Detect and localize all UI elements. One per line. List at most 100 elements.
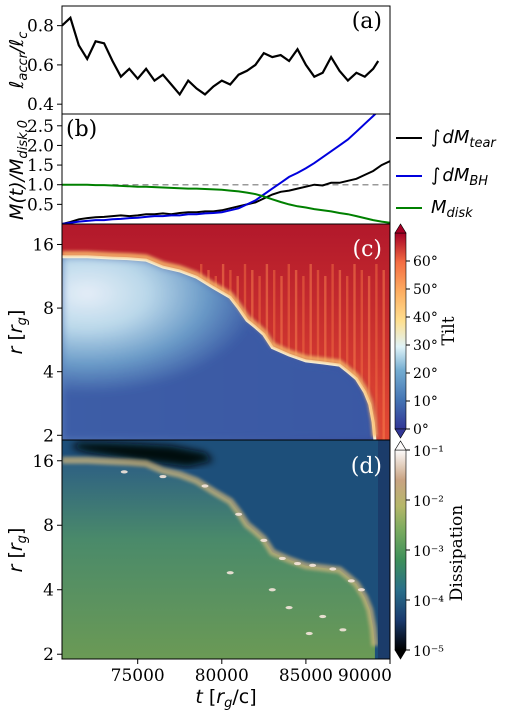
- dissipation-colorbar: 10⁻⁵ 10⁻⁴ 10⁻³ 10⁻² 10⁻¹ Dissipation: [394, 440, 467, 660]
- tilt-colorbar-label: Tilt: [439, 316, 459, 345]
- tilt-colorbar-tick-label: 50°: [413, 282, 438, 298]
- tilt-colorbar-tick-label: 20°: [413, 366, 438, 382]
- dissipation-colorbar-tick-label: 10⁻⁴: [413, 594, 444, 610]
- dissipation-hot-spot: [309, 563, 317, 567]
- panel-d-y-tick-label: 8: [43, 516, 54, 536]
- panel-b-y-tick-label: 2.5: [27, 117, 54, 137]
- accretion-ratio-line: [62, 15, 380, 97]
- panel-d-y-tick-label: 16: [32, 452, 54, 472]
- tilt-colorbar-max-arrow: [394, 223, 407, 234]
- tear-mass-line: [62, 160, 390, 224]
- tilt-colorbar-body: [394, 232, 407, 430]
- dissipation-colorbar-min-arrow: [394, 649, 407, 660]
- dissipation-colorbar-label: Dissipation: [447, 505, 467, 601]
- panel-b-y-ticks: 0.51.01.52.02.5: [27, 117, 62, 215]
- dissipation-hot-spot: [226, 571, 234, 575]
- dissipation-hot-spot: [260, 538, 268, 542]
- dissipation-hot-spot: [305, 631, 313, 636]
- dissipation-hot-spot: [329, 567, 337, 571]
- panel-a-y-label: ℓaccr/ℓc: [6, 32, 31, 90]
- panel-b-y-tick-label: 2.0: [27, 136, 54, 156]
- dissipation-colorbar-tick-label: 10⁻³: [413, 544, 444, 560]
- panel-d-y-tick-label: 4: [43, 581, 54, 601]
- panel-b-y-label: M(t)/Mdisk,0: [6, 120, 31, 220]
- dissipation-hot-spot: [201, 484, 209, 488]
- dissipation-colorbar-tick-label: 10⁻²: [413, 494, 444, 510]
- dissipation-hot-spot: [319, 614, 327, 619]
- tilt-streak: [353, 264, 356, 434]
- dissipation-dark-patch: [70, 442, 214, 467]
- tilt-streak: [287, 264, 290, 434]
- x-tick-label: 85000: [279, 666, 333, 686]
- tilt-streak: [346, 276, 349, 440]
- dissipation-boundary-band: [62, 456, 379, 647]
- tilt-streak: [360, 270, 363, 440]
- panel-c-y-tick-label: 8: [43, 299, 54, 319]
- tilt-heatmap: [62, 224, 390, 440]
- x-axis-label: t [rg/c]: [195, 686, 256, 711]
- tilt-inner-glow: [62, 256, 375, 440]
- dissipation-hot-spot: [357, 588, 365, 592]
- panel-a-y-tick-label: 0.8: [27, 17, 54, 37]
- panel-c-y-tick-label: 2: [43, 426, 54, 446]
- panel-d-label: (d): [351, 454, 382, 479]
- tilt-colorbar-tick-label: 30°: [413, 338, 438, 354]
- bh-mass-line: [62, 114, 377, 224]
- panel-d: (d) 2 4 8 16 75000 80000 85000 90000 r [rg] t …: [5, 439, 392, 711]
- panel-a-y-tick-label: 0.4: [27, 95, 54, 115]
- tilt-colorbar-tick-label: 10°: [413, 394, 438, 410]
- panel-c: (c) 2 4 8 16 r [rg]: [5, 223, 391, 446]
- tilt-colorbar-ticks: 0° 10° 20° 30° 40° 50° 60°: [406, 254, 438, 438]
- panel-c-y-tick-label: 4: [43, 363, 54, 383]
- dissipation-colorbar-body: [394, 449, 407, 651]
- panel-a-y-ticks: 0.4 0.6 0.8: [27, 17, 62, 115]
- dissipation-hot-spot: [339, 628, 347, 632]
- tilt-streak: [309, 264, 312, 434]
- dissipation-hot-spot: [285, 606, 293, 610]
- disk-mass-line: [62, 183, 390, 224]
- dissipation-hot-spot: [347, 579, 355, 583]
- panel-b-background: [62, 114, 390, 224]
- legend-bh-label: ∫ dMBH: [431, 165, 488, 189]
- tilt-streak: [367, 276, 371, 440]
- panel-a-label: (a): [352, 9, 382, 34]
- dissipation-heatmap: [62, 440, 390, 659]
- dissipation-colorbar-tick-label: 10⁻⁵: [413, 644, 444, 660]
- panel-b: (b) 0.51.01.52.02.5 M(t)/Mdisk,0: [6, 113, 391, 225]
- dissipation-hot-spot: [120, 470, 128, 474]
- tilt-streak: [382, 270, 385, 440]
- panel-d-y-label: r [rg]: [5, 528, 30, 573]
- tilt-colorbar-min-arrow: [394, 428, 407, 439]
- x-tick-label: 75000: [111, 666, 165, 686]
- panel-a-y-tick-label: 0.6: [27, 56, 54, 76]
- panel-c-y-tick-label: 16: [32, 235, 54, 255]
- dissipation-hot-spot: [159, 474, 167, 479]
- tilt-streak: [375, 264, 378, 434]
- dissipation-colorbar-ticks: 10⁻⁵ 10⁻⁴ 10⁻³ 10⁻² 10⁻¹: [406, 444, 444, 660]
- dissipation-hot-spot: [235, 512, 243, 516]
- panel-a-background: [62, 6, 390, 114]
- dissipation-colorbar-tick-label: 10⁻¹: [413, 444, 444, 460]
- panel-d-x-ticks: 75000 80000 85000 90000: [111, 659, 392, 686]
- panel-b-label: (b): [66, 117, 97, 142]
- dissipation-hot-spot: [268, 588, 276, 592]
- dissipation-hot-spot: [293, 561, 301, 566]
- tilt-colorbar: 0° 10° 20° 30° 40° 50° 60° Tilt: [394, 223, 459, 439]
- panel-d-frame: [61, 439, 391, 660]
- panel-b-y-tick-label: 1.5: [27, 156, 54, 176]
- tilt-streak: [316, 270, 320, 440]
- panel-d-y-tick-label: 2: [43, 645, 54, 665]
- panel-c-y-label: r [rg]: [5, 310, 30, 355]
- panel-b-y-tick-label: 0.5: [27, 195, 54, 215]
- tilt-colorbar-tick-label: 0°: [413, 422, 429, 438]
- dissipation-hot-spot: [278, 556, 286, 561]
- legend: ∫ dMtear ∫ dMBH Mdisk: [396, 127, 497, 221]
- panel-a: (a) 0.4 0.6 0.8 ℓaccr/ℓc: [6, 5, 391, 115]
- dissipation-late-time-strip: [378, 440, 390, 659]
- panel-c-y-ticks: 2 4 8 16: [32, 235, 62, 446]
- tilt-streak: [331, 264, 334, 434]
- legend-disk-label: Mdisk: [431, 197, 473, 221]
- x-tick-label: 80000: [195, 666, 249, 686]
- tilt-streak: [338, 270, 342, 440]
